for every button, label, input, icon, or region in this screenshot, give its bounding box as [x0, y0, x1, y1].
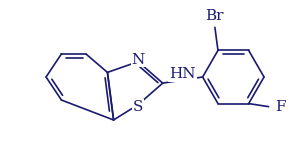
Text: S: S: [133, 100, 143, 114]
Text: N: N: [131, 53, 145, 67]
Text: Br: Br: [206, 9, 224, 23]
Text: HN: HN: [169, 67, 196, 81]
Text: F: F: [275, 100, 285, 114]
